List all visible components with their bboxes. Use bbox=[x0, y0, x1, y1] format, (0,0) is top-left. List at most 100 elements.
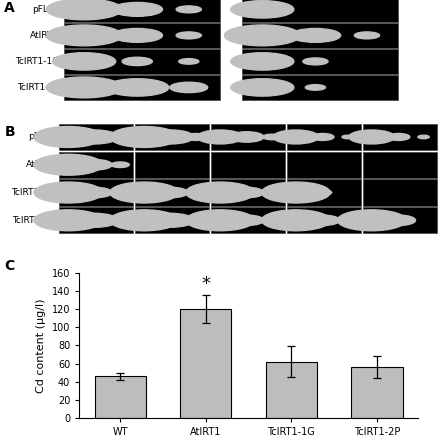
Text: TcIRT1-2P: TcIRT1-2P bbox=[12, 216, 55, 225]
Circle shape bbox=[46, 77, 122, 98]
Circle shape bbox=[186, 210, 254, 231]
FancyBboxPatch shape bbox=[64, 75, 220, 100]
Text: 10 μM CdSO₄: 10 μM CdSO₄ bbox=[375, 128, 425, 136]
FancyBboxPatch shape bbox=[135, 207, 209, 233]
Text: pFL61: pFL61 bbox=[32, 5, 59, 14]
Circle shape bbox=[349, 130, 395, 144]
Circle shape bbox=[34, 182, 103, 203]
Circle shape bbox=[111, 190, 129, 195]
Circle shape bbox=[184, 133, 207, 140]
FancyBboxPatch shape bbox=[64, 49, 220, 74]
Text: 2.5 μM CdSO₄: 2.5 μM CdSO₄ bbox=[147, 128, 198, 136]
FancyBboxPatch shape bbox=[135, 152, 209, 178]
FancyBboxPatch shape bbox=[135, 124, 209, 150]
Circle shape bbox=[186, 182, 254, 203]
Circle shape bbox=[109, 133, 132, 140]
Circle shape bbox=[78, 187, 112, 198]
Text: *: * bbox=[202, 275, 210, 293]
Circle shape bbox=[112, 29, 162, 42]
Bar bbox=[351, 367, 403, 418]
Y-axis label: Cd content (μg/l): Cd content (μg/l) bbox=[36, 298, 46, 392]
Circle shape bbox=[190, 191, 202, 194]
Circle shape bbox=[231, 1, 294, 18]
Circle shape bbox=[387, 133, 410, 140]
Text: Normal (low Fe): Normal (low Fe) bbox=[285, 4, 356, 13]
Circle shape bbox=[154, 187, 188, 198]
Text: B: B bbox=[4, 125, 15, 139]
Circle shape bbox=[170, 82, 208, 93]
Circle shape bbox=[179, 59, 199, 64]
Circle shape bbox=[110, 126, 179, 147]
Circle shape bbox=[305, 215, 340, 226]
FancyBboxPatch shape bbox=[287, 180, 361, 205]
Circle shape bbox=[78, 160, 112, 170]
Circle shape bbox=[148, 130, 194, 144]
Circle shape bbox=[46, 0, 122, 20]
Circle shape bbox=[122, 57, 152, 66]
Circle shape bbox=[230, 215, 264, 226]
Text: AtIRT1: AtIRT1 bbox=[26, 160, 55, 169]
FancyBboxPatch shape bbox=[59, 207, 133, 233]
Circle shape bbox=[34, 210, 103, 231]
FancyBboxPatch shape bbox=[287, 152, 361, 178]
Text: normal: normal bbox=[83, 128, 110, 136]
Circle shape bbox=[263, 217, 281, 223]
FancyBboxPatch shape bbox=[135, 180, 209, 205]
FancyBboxPatch shape bbox=[211, 124, 285, 150]
Circle shape bbox=[342, 135, 353, 139]
Circle shape bbox=[354, 32, 380, 39]
Text: 5 μM CdSO₄: 5 μM CdSO₄ bbox=[226, 128, 271, 136]
Circle shape bbox=[34, 126, 103, 147]
Circle shape bbox=[313, 190, 332, 195]
Circle shape bbox=[342, 219, 353, 222]
Circle shape bbox=[231, 53, 294, 70]
FancyBboxPatch shape bbox=[211, 207, 285, 233]
Circle shape bbox=[311, 133, 334, 140]
FancyBboxPatch shape bbox=[363, 207, 437, 233]
Circle shape bbox=[303, 58, 328, 65]
Circle shape bbox=[112, 3, 162, 16]
Circle shape bbox=[46, 25, 122, 46]
Circle shape bbox=[190, 219, 202, 222]
FancyBboxPatch shape bbox=[242, 0, 398, 22]
FancyBboxPatch shape bbox=[59, 180, 133, 205]
Circle shape bbox=[230, 187, 264, 198]
Circle shape bbox=[263, 134, 281, 140]
Circle shape bbox=[305, 84, 326, 90]
FancyBboxPatch shape bbox=[59, 152, 133, 178]
Circle shape bbox=[197, 130, 243, 144]
Text: AtIRT1: AtIRT1 bbox=[30, 31, 59, 40]
Bar bbox=[266, 362, 317, 418]
Circle shape bbox=[110, 182, 179, 203]
Circle shape bbox=[34, 154, 103, 175]
Circle shape bbox=[176, 6, 202, 13]
FancyBboxPatch shape bbox=[211, 180, 285, 205]
FancyBboxPatch shape bbox=[242, 75, 398, 100]
Circle shape bbox=[106, 79, 169, 96]
Circle shape bbox=[110, 210, 179, 231]
Circle shape bbox=[111, 162, 129, 168]
Text: 7.5 μM CdSO₄: 7.5 μM CdSO₄ bbox=[298, 128, 350, 136]
FancyBboxPatch shape bbox=[242, 23, 398, 48]
Bar bbox=[180, 309, 231, 418]
Text: TcIRT1-1G: TcIRT1-1G bbox=[11, 188, 55, 197]
FancyBboxPatch shape bbox=[363, 124, 437, 150]
Circle shape bbox=[52, 53, 116, 70]
Circle shape bbox=[231, 79, 294, 96]
Circle shape bbox=[230, 132, 264, 142]
Circle shape bbox=[148, 213, 194, 227]
Circle shape bbox=[72, 130, 118, 144]
FancyBboxPatch shape bbox=[287, 207, 361, 233]
Circle shape bbox=[224, 25, 300, 46]
Text: pFL61: pFL61 bbox=[28, 132, 55, 141]
FancyBboxPatch shape bbox=[363, 152, 437, 178]
Circle shape bbox=[261, 210, 330, 231]
Circle shape bbox=[418, 135, 429, 139]
FancyBboxPatch shape bbox=[211, 152, 285, 178]
Circle shape bbox=[273, 130, 319, 144]
FancyBboxPatch shape bbox=[287, 124, 361, 150]
Circle shape bbox=[72, 213, 118, 227]
Text: TcIRT1-1G: TcIRT1-1G bbox=[15, 57, 59, 66]
FancyBboxPatch shape bbox=[64, 23, 220, 48]
Circle shape bbox=[337, 210, 406, 231]
